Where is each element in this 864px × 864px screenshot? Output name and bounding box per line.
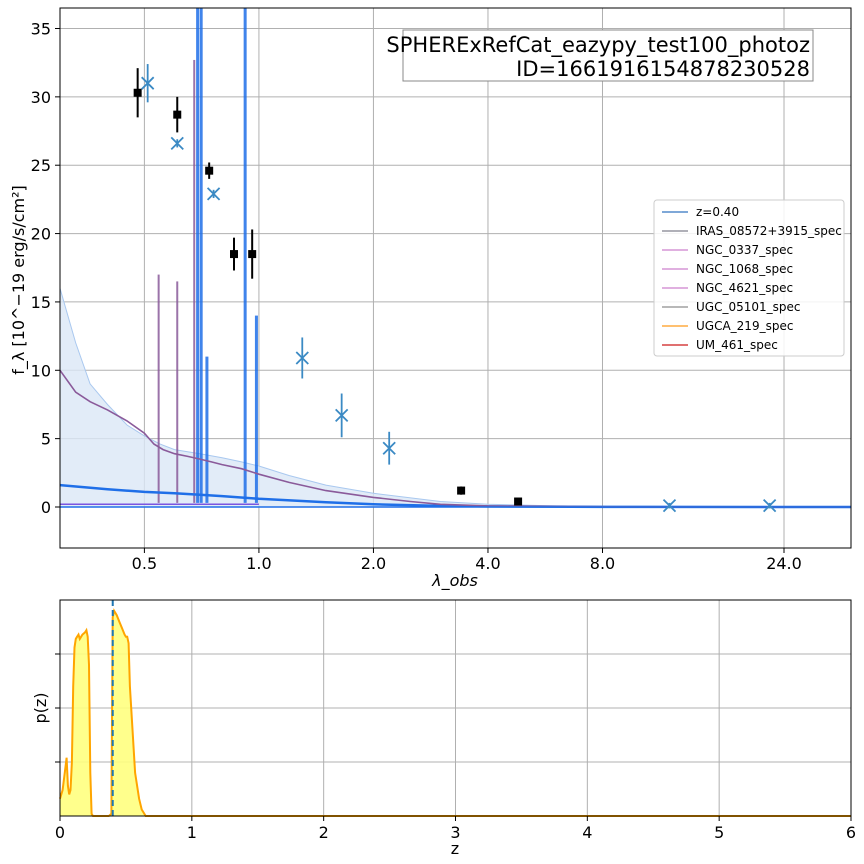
sed-x-tick-label: 8.0 xyxy=(590,554,615,573)
sed-y-ticks: 0 5 10 15 20 25 30 35 xyxy=(31,20,60,517)
sed-observed-point xyxy=(205,166,214,175)
pz-x-tick-label: 0 xyxy=(55,823,65,842)
legend-label: z=0.40 xyxy=(696,205,739,219)
sed-observed-point xyxy=(173,110,182,119)
sed-template-curve xyxy=(59,369,851,508)
sed-points xyxy=(133,64,777,513)
sed-x-tick-label: 2.0 xyxy=(361,554,386,573)
pz-panel: 0 1 2 3 4 5 6 z p(z) xyxy=(31,599,856,858)
sed-x-tick-label: 1.0 xyxy=(246,554,271,573)
sed-model-point xyxy=(335,408,349,423)
sed-emission-line xyxy=(199,8,203,503)
sed-observed-point xyxy=(230,250,239,259)
sed-y-tick-label: 10 xyxy=(31,361,51,380)
pz-x-tick-label: 2 xyxy=(319,823,329,842)
sed-y-tick-label: 20 xyxy=(31,225,51,244)
legend-label: NGC_4621_spec xyxy=(696,281,793,295)
pz-x-tick-label: 1 xyxy=(187,823,197,842)
sed-y-tick-label: 35 xyxy=(31,20,51,39)
pz-x-tick-label: 3 xyxy=(450,823,460,842)
legend-frame xyxy=(653,199,845,357)
sed-emission-line xyxy=(196,8,200,503)
pz-y-ticks xyxy=(55,653,60,763)
pz-x-tick-label: 4 xyxy=(582,823,592,842)
sed-emission-line xyxy=(193,59,196,503)
sed-observed-point xyxy=(133,88,142,97)
sed-observed-point xyxy=(457,486,466,495)
sed-legend: z=0.40 IRAS_08572+3915_spec NGC_0337_spec N… xyxy=(653,199,845,357)
sed-emission-lines xyxy=(157,8,258,503)
sed-y-tick-label: 5 xyxy=(41,430,51,449)
sed-model-point xyxy=(206,187,221,201)
sed-emission-line xyxy=(157,274,160,503)
sed-observed-point xyxy=(248,250,257,259)
sed-y-tick-label: 15 xyxy=(31,293,51,312)
sed-observed-point xyxy=(514,497,523,506)
pz-x-axis-label: z xyxy=(451,839,459,858)
sed-model-point xyxy=(762,498,777,513)
sed-model-point xyxy=(170,136,184,150)
sed-emission-line xyxy=(205,356,209,503)
sed-x-tick-label: 0.5 xyxy=(132,554,157,573)
sed-model-point xyxy=(382,441,396,455)
sed-y-tick-label: 0 xyxy=(41,498,51,517)
sed-model-point xyxy=(662,498,677,513)
sed-title-box xyxy=(402,29,814,82)
sed-y-axis-label: f_λ [10^−19 erg/s/cm²] xyxy=(9,185,29,375)
pz-x-tick-label: 6 xyxy=(846,823,856,842)
sed-title-line-1: SPHERExRefCat_eazypy_test100_photoz xyxy=(386,33,810,58)
sed-x-ticks: 0.5 1.0 2.0 4.0 8.0 24.0 xyxy=(132,548,802,573)
legend-label: NGC_1068_spec xyxy=(696,262,793,276)
legend-label: UM_461_spec xyxy=(696,338,778,352)
sed-y-tick-label: 25 xyxy=(31,156,51,175)
sed-emission-line xyxy=(176,281,179,503)
sed-curves xyxy=(59,369,852,509)
pz-x-ticks: 0 1 2 3 4 5 6 xyxy=(55,816,856,842)
sed-title-line-2: ID=1661916154878230528 xyxy=(516,57,810,81)
sed-x-tick-label: 24.0 xyxy=(766,554,802,573)
pz-y-axis-label: p(z) xyxy=(31,692,50,723)
sed-model-point xyxy=(141,76,155,90)
legend-label: NGC_0337_spec xyxy=(696,243,793,257)
legend-label: UGCA_219_spec xyxy=(696,319,793,333)
sed-frame xyxy=(59,7,852,549)
sed-x-axis-label: λ_obs xyxy=(431,571,478,591)
sed-panel: 0.5 1.0 2.0 4.0 8.0 24.0 0 5 10 15 20 25 30 35 SPHER… xyxy=(9,7,852,591)
sed-emission-line xyxy=(243,8,247,503)
legend-label: IRAS_08572+3915_spec xyxy=(696,224,842,238)
sed-y-tick-label: 30 xyxy=(31,88,51,107)
sed-emission-line xyxy=(254,315,258,503)
sed-model-point xyxy=(295,351,309,365)
sed-x-tick-label: 4.0 xyxy=(475,554,500,573)
legend-label: UGC_05101_spec xyxy=(696,300,800,314)
pz-x-tick-label: 5 xyxy=(714,823,724,842)
